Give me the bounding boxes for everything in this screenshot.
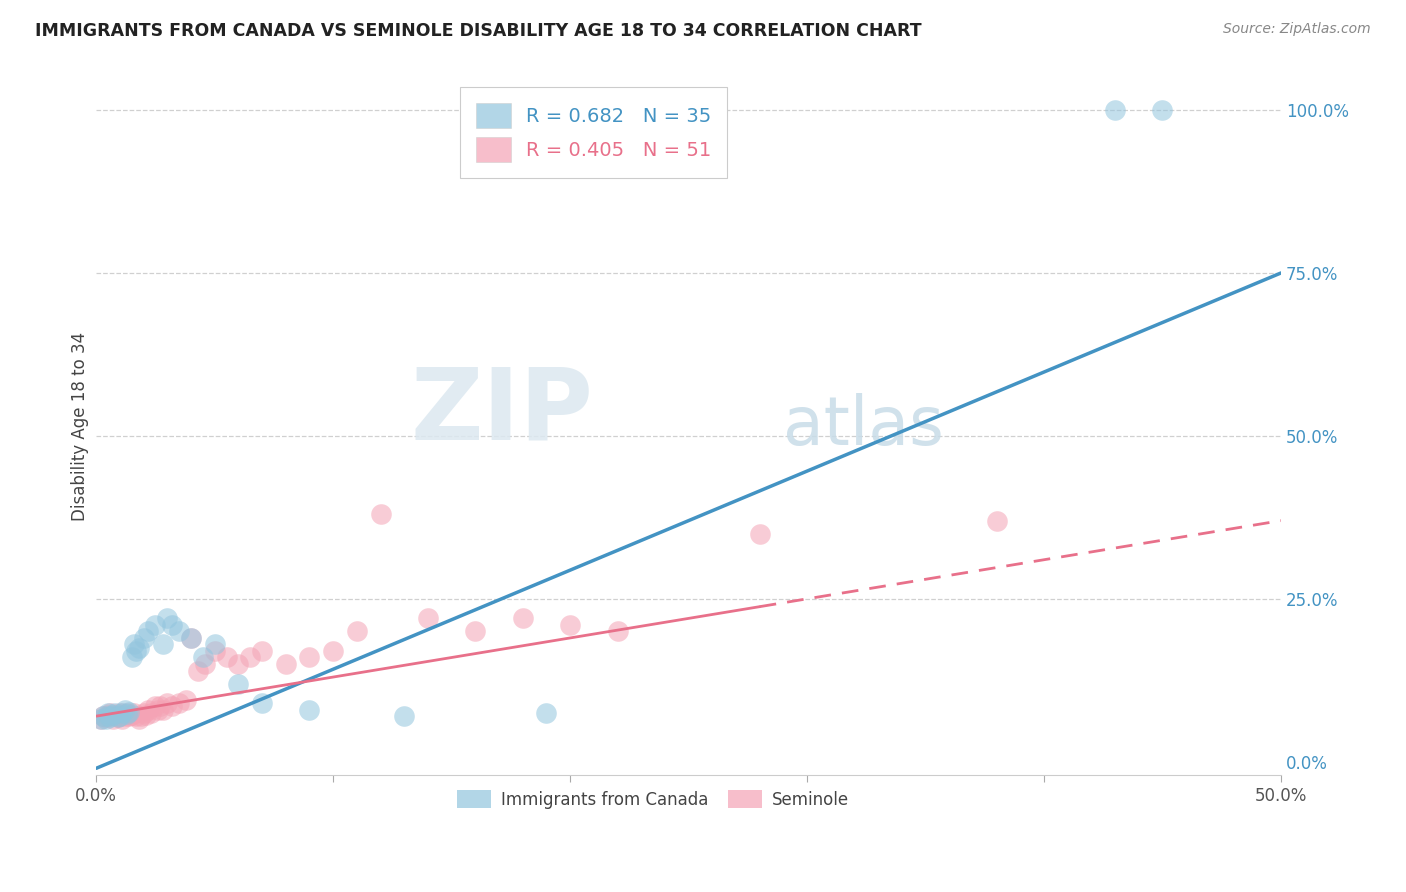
Point (104, 706, 127, 720)
Point (167, 696, 190, 710)
Point (97, 707, 120, 722)
Point (108, 709, 131, 723)
Point (394, 709, 416, 723)
Text: atlas: atlas (783, 393, 945, 459)
Point (558, 618, 581, 632)
Point (138, 624, 160, 639)
Point (191, 650, 214, 665)
Point (228, 676, 250, 690)
Point (145, 618, 167, 632)
Point (138, 703, 160, 717)
Point (416, 611, 439, 625)
Point (606, 624, 628, 639)
Point (239, 650, 262, 665)
Point (250, 696, 273, 710)
Point (187, 664, 209, 678)
Point (121, 707, 143, 722)
Point (145, 699, 167, 714)
Point (167, 624, 190, 639)
Point (536, 706, 558, 720)
Point (97, 706, 120, 720)
Point (129, 709, 152, 723)
Point (180, 631, 202, 645)
Point (125, 644, 148, 658)
Point (156, 611, 179, 625)
Point (101, 707, 124, 722)
Point (122, 637, 145, 651)
Point (180, 631, 202, 645)
Point (1152, 103, 1174, 117)
Point (149, 699, 172, 714)
Point (250, 644, 273, 658)
Point (298, 650, 321, 665)
Point (512, 611, 534, 625)
Text: ZIP: ZIP (411, 364, 593, 460)
Point (121, 650, 143, 665)
Point (94, 713, 117, 727)
Point (104, 709, 127, 723)
Point (204, 644, 226, 658)
Point (101, 713, 124, 727)
Point (90, 713, 112, 727)
Point (108, 707, 131, 722)
Point (204, 637, 226, 651)
Point (91, 709, 114, 723)
Point (1104, 103, 1126, 117)
Point (97, 709, 120, 723)
Point (215, 650, 238, 665)
Point (100, 706, 122, 720)
Point (94, 710, 117, 724)
Legend: Immigrants from Canada, Seminole: Immigrants from Canada, Seminole (451, 784, 855, 815)
Point (139, 706, 162, 720)
Point (100, 710, 122, 724)
Point (128, 713, 150, 727)
Point (107, 710, 129, 724)
Point (118, 705, 141, 719)
Point (107, 710, 129, 724)
Y-axis label: Disability Age 18 to 34: Disability Age 18 to 34 (72, 332, 89, 521)
Point (156, 696, 179, 710)
Point (111, 706, 134, 720)
Text: IMMIGRANTS FROM CANADA VS SEMINOLE DISABILITY AGE 18 TO 34 CORRELATION CHART: IMMIGRANTS FROM CANADA VS SEMINOLE DISAB… (35, 22, 922, 40)
Point (370, 507, 392, 521)
Point (111, 713, 134, 727)
Point (322, 644, 344, 658)
Point (274, 657, 297, 671)
Point (135, 707, 157, 722)
Point (152, 637, 174, 651)
Point (152, 703, 174, 717)
Point (132, 631, 155, 645)
Point (464, 624, 486, 639)
Point (194, 657, 217, 671)
Point (986, 514, 1008, 528)
Point (114, 709, 136, 723)
Point (146, 703, 169, 717)
Point (115, 706, 138, 720)
Point (108, 706, 131, 720)
Point (125, 709, 148, 723)
Point (346, 624, 368, 639)
Point (174, 693, 197, 707)
Point (114, 703, 136, 717)
Text: Source: ZipAtlas.com: Source: ZipAtlas.com (1223, 22, 1371, 37)
Point (115, 707, 138, 722)
Point (160, 618, 183, 632)
Point (160, 699, 183, 714)
Point (118, 709, 141, 723)
Point (228, 657, 250, 671)
Point (91, 709, 114, 723)
Point (128, 640, 150, 655)
Point (122, 706, 145, 720)
Point (132, 706, 155, 720)
Point (748, 526, 770, 541)
Point (90, 713, 112, 727)
Point (298, 703, 321, 717)
